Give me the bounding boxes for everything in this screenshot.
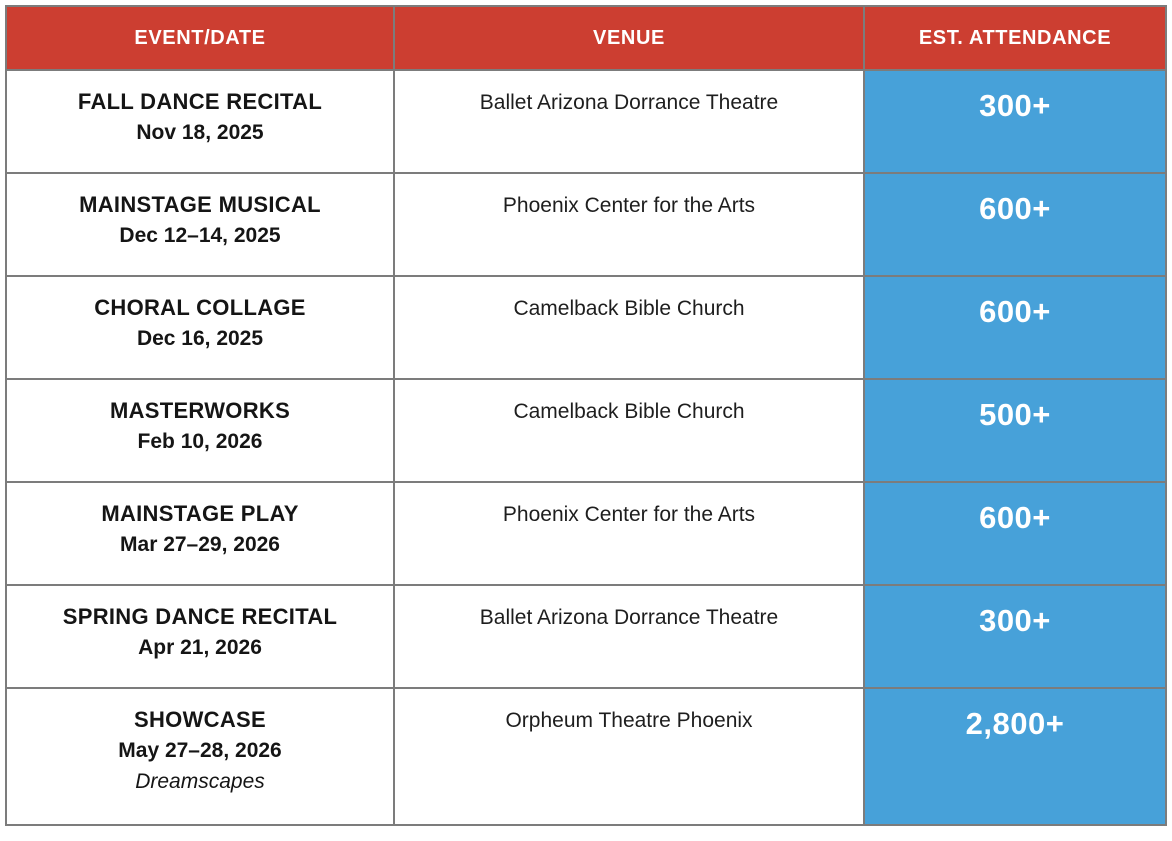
table-header: EVENT/DATE VENUE EST. ATTENDANCE (5, 5, 1167, 71)
header-event-date: EVENT/DATE (5, 5, 395, 71)
table-row: MAINSTAGE MUSICAL Dec 12–14, 2025 Phoeni… (5, 172, 1167, 277)
attendance-cell: 500+ (863, 378, 1167, 483)
venue-cell: Ballet Arizona Dorrance Theatre (393, 584, 865, 689)
event-cell: SHOWCASE May 27–28, 2026 Dreamscapes (5, 687, 395, 826)
table-row: MAINSTAGE PLAY Mar 27–29, 2026 Phoenix C… (5, 481, 1167, 586)
table-row: FALL DANCE RECITAL Nov 18, 2025 Ballet A… (5, 69, 1167, 174)
table-row: SHOWCASE May 27–28, 2026 Dreamscapes Orp… (5, 687, 1167, 826)
event-name: MAINSTAGE PLAY (101, 501, 299, 526)
venue-cell: Camelback Bible Church (393, 275, 865, 380)
attendance-cell: 300+ (863, 69, 1167, 174)
table-row: SPRING DANCE RECITAL Apr 21, 2026 Ballet… (5, 584, 1167, 689)
header-row: EVENT/DATE VENUE EST. ATTENDANCE (5, 5, 1167, 71)
event-name: SHOWCASE (134, 707, 266, 732)
attendance-cell: 2,800+ (863, 687, 1167, 826)
venue-cell: Phoenix Center for the Arts (393, 172, 865, 277)
attendance-cell: 600+ (863, 275, 1167, 380)
event-date: Feb 10, 2026 (137, 430, 263, 453)
event-cell: MAINSTAGE MUSICAL Dec 12–14, 2025 (5, 172, 395, 277)
event-cell: FALL DANCE RECITAL Nov 18, 2025 (5, 69, 395, 174)
event-date: Nov 18, 2025 (136, 121, 264, 144)
event-date: Apr 21, 2026 (138, 636, 262, 659)
event-name: FALL DANCE RECITAL (77, 89, 323, 114)
venue-cell: Camelback Bible Church (393, 378, 865, 483)
event-name: MAINSTAGE MUSICAL (79, 192, 321, 217)
attendance-cell: 300+ (863, 584, 1167, 689)
event-name: SPRING DANCE RECITAL (62, 604, 338, 629)
event-subtitle: Dreamscapes (135, 770, 265, 793)
event-date: Dec 16, 2025 (136, 327, 264, 350)
header-venue: VENUE (393, 5, 865, 71)
event-date: Dec 12–14, 2025 (119, 224, 281, 247)
event-cell: MASTERWORKS Feb 10, 2026 (5, 378, 395, 483)
event-date: May 27–28, 2026 (118, 739, 282, 762)
event-name: MASTERWORKS (109, 398, 291, 423)
table-row: CHORAL COLLAGE Dec 16, 2025 Camelback Bi… (5, 275, 1167, 380)
venue-cell: Ballet Arizona Dorrance Theatre (393, 69, 865, 174)
event-cell: SPRING DANCE RECITAL Apr 21, 2026 (5, 584, 395, 689)
table-row: MASTERWORKS Feb 10, 2026 Camelback Bible… (5, 378, 1167, 483)
table-body: FALL DANCE RECITAL Nov 18, 2025 Ballet A… (5, 69, 1167, 826)
venue-cell: Orpheum Theatre Phoenix (393, 687, 865, 826)
attendance-cell: 600+ (863, 481, 1167, 586)
venue-cell: Phoenix Center for the Arts (393, 481, 865, 586)
attendance-cell: 600+ (863, 172, 1167, 277)
event-name: CHORAL COLLAGE (94, 295, 306, 320)
event-date: Mar 27–29, 2026 (120, 533, 280, 556)
header-est-attendance: EST. ATTENDANCE (863, 5, 1167, 71)
event-cell: CHORAL COLLAGE Dec 16, 2025 (5, 275, 395, 380)
event-cell: MAINSTAGE PLAY Mar 27–29, 2026 (5, 481, 395, 586)
events-schedule-table: EVENT/DATE VENUE EST. ATTENDANCE FALL DA… (5, 5, 1167, 826)
